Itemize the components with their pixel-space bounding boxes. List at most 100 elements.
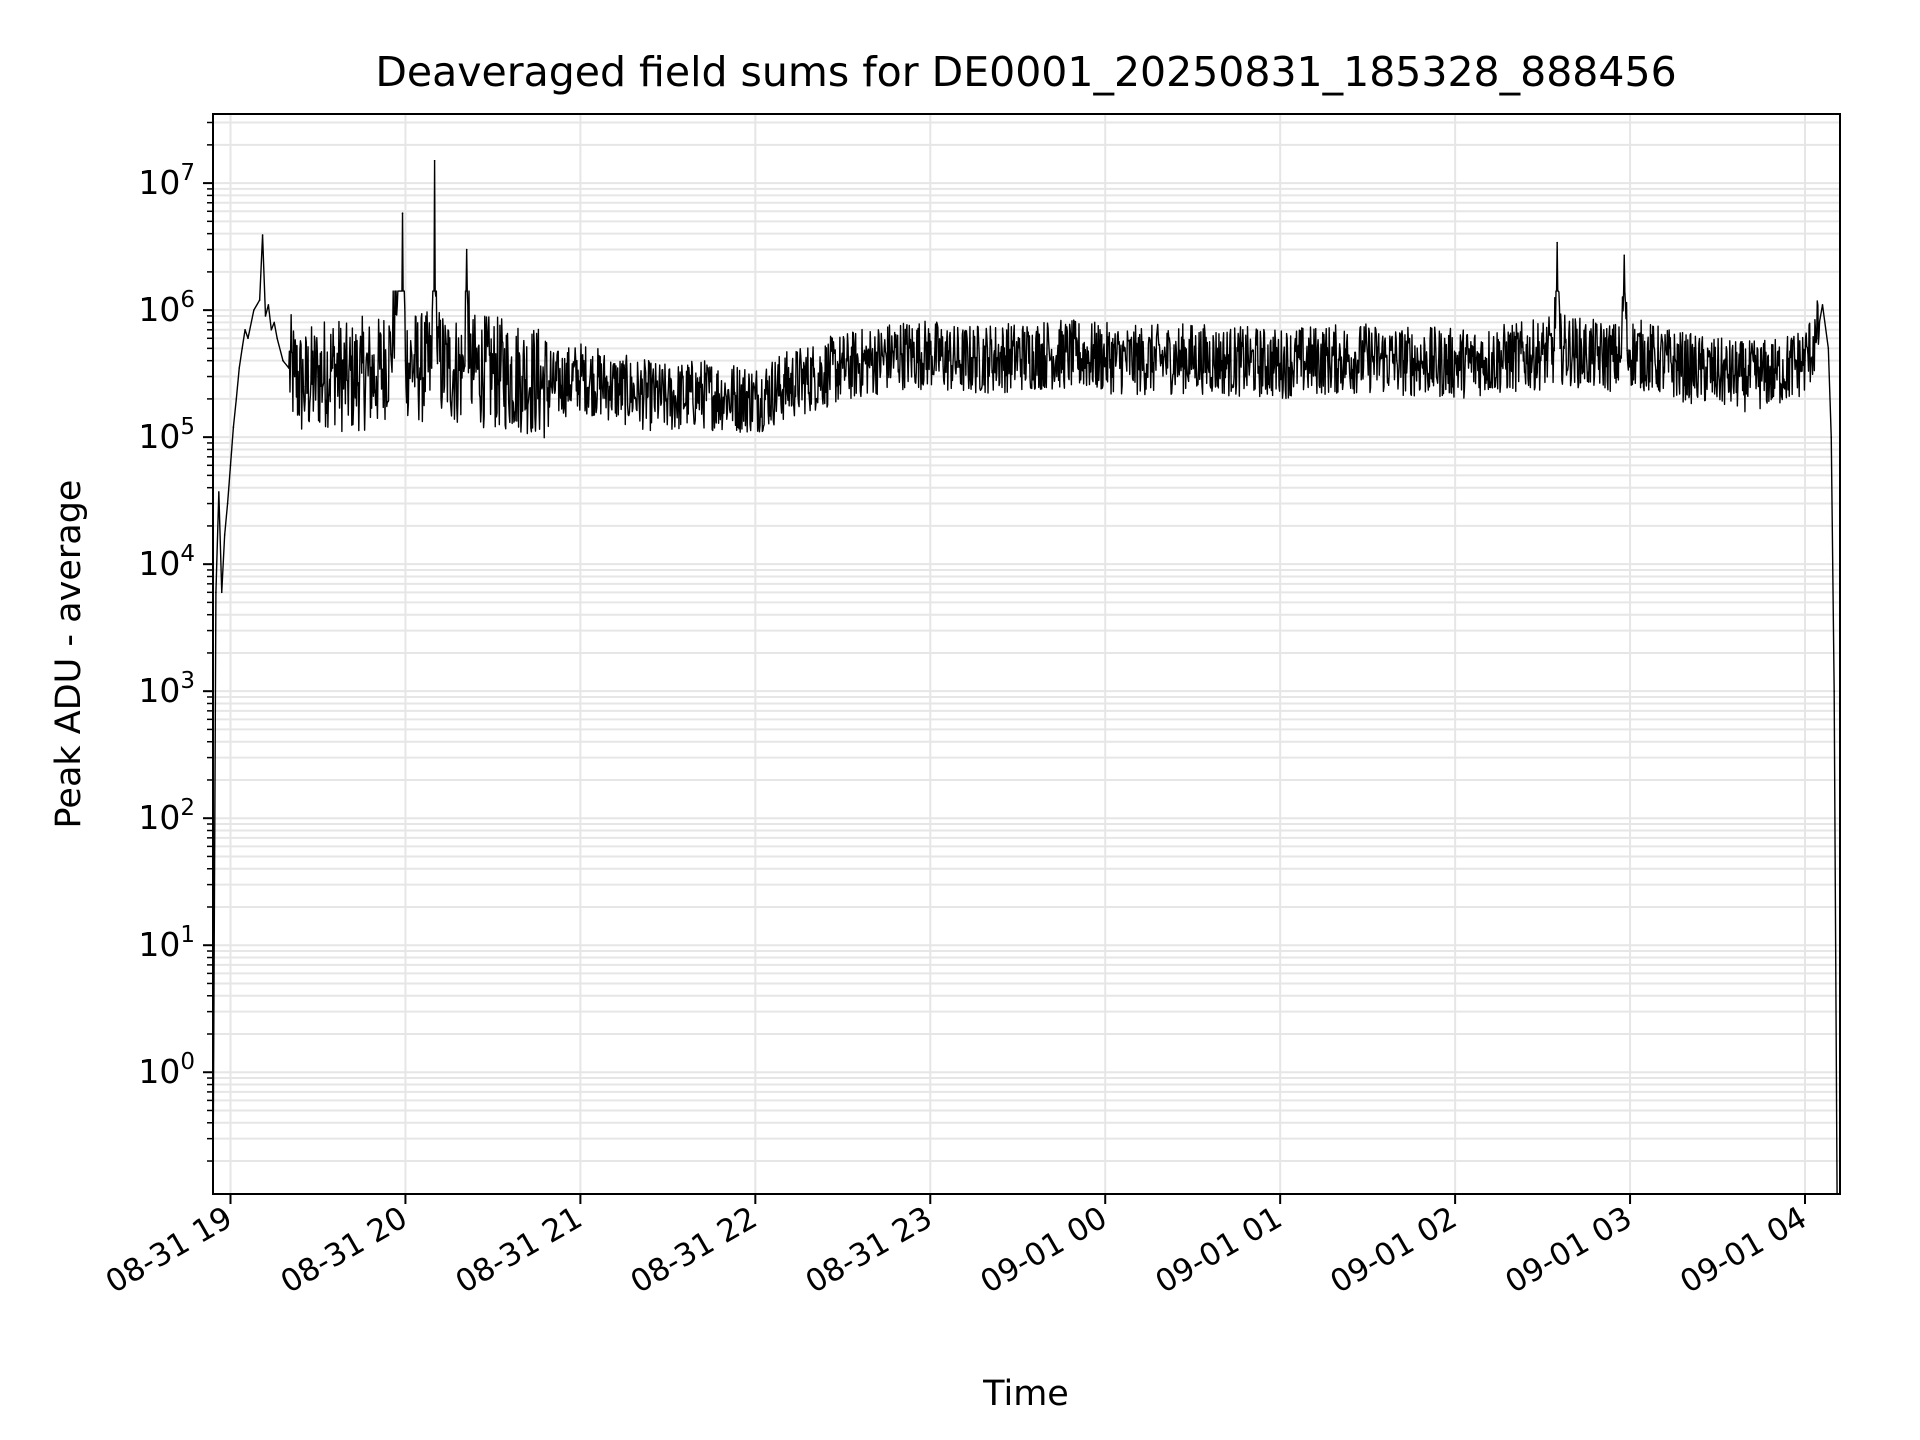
data-point [360, 372, 363, 374]
data-point [1396, 359, 1398, 362]
series-layer [212, 159, 1838, 1195]
data-point [1279, 362, 1281, 365]
data-point [282, 359, 284, 362]
data-point [331, 367, 334, 369]
data-point [1585, 353, 1588, 355]
data-point [492, 372, 494, 374]
data-point [276, 337, 278, 340]
data-point [812, 375, 815, 378]
data-point [754, 398, 757, 400]
data-point [900, 353, 902, 355]
plot-frame [212, 113, 1841, 1195]
y-tick-exponent: 1 [180, 922, 195, 948]
data-point [270, 329, 273, 331]
x-tick-label: 08-31 20 [275, 1200, 414, 1301]
data-point [261, 234, 264, 236]
y-tick-base: 10 [138, 544, 180, 583]
y-tick-label: 100 [138, 1049, 195, 1091]
x-tick-label: 09-01 03 [1499, 1200, 1638, 1301]
data-point [1046, 353, 1048, 355]
x-tick-label: 09-01 01 [1149, 1200, 1288, 1301]
data-point [1250, 361, 1252, 363]
y-tick-exponent: 5 [180, 414, 195, 440]
data-point [1745, 375, 1748, 378]
data-point [390, 353, 392, 355]
data-point [579, 375, 582, 378]
data-point [1815, 337, 1818, 340]
data-point [1541, 353, 1544, 355]
x-tick-label: 08-31 19 [100, 1200, 239, 1301]
y-tick-base: 10 [138, 1052, 180, 1091]
data-point [253, 309, 255, 311]
data-point [1133, 359, 1136, 362]
data-point [238, 367, 241, 369]
data-point [1804, 359, 1806, 362]
data-point [404, 359, 407, 362]
data-point [842, 367, 844, 369]
data-point [1483, 359, 1486, 362]
data-point [346, 379, 348, 382]
chart-title: Deaveraged field sums for DE0001_2025083… [375, 48, 1676, 96]
x-tick-label: 08-31 21 [450, 1200, 589, 1301]
y-tick-label: 103 [138, 668, 195, 710]
data-point [226, 502, 229, 505]
data-point [235, 398, 238, 400]
data-point [229, 464, 232, 467]
data-point [1623, 254, 1626, 257]
data-point [241, 347, 243, 350]
data-point [1553, 349, 1556, 352]
data-point [232, 426, 235, 428]
y-tick-exponent: 7 [180, 160, 195, 186]
y-tick-exponent: 0 [180, 1049, 195, 1075]
data-point [288, 367, 290, 369]
data-point [637, 392, 640, 395]
data-point [1833, 690, 1835, 692]
data-point [1454, 362, 1456, 365]
data-point [550, 385, 553, 388]
series-line [212, 160, 1838, 1195]
data-point [273, 321, 276, 324]
y-tick-label: 106 [138, 287, 195, 329]
data-point [401, 212, 404, 214]
data-point [1821, 304, 1824, 306]
data-point [1620, 357, 1623, 359]
data-point [1366, 357, 1369, 359]
y-tick-exponent: 2 [180, 795, 195, 821]
y-tick-label: 102 [138, 795, 195, 837]
y-tick-label: 104 [138, 541, 195, 583]
data-point [223, 534, 226, 536]
y-tick-exponent: 3 [180, 668, 195, 694]
y-tick-base: 10 [138, 417, 180, 456]
data-point [302, 385, 305, 388]
y-tick-base: 10 [138, 163, 180, 202]
data-point [433, 159, 436, 162]
data-point [929, 353, 932, 355]
data-point [521, 375, 523, 378]
data-point [1308, 359, 1311, 362]
x-tick-label: 08-31 22 [625, 1200, 764, 1301]
y-tick-label: 101 [138, 922, 195, 964]
data-point [419, 367, 421, 369]
data-point [267, 304, 270, 306]
y-tick-label: 107 [138, 160, 195, 202]
x-tick-label: 09-01 02 [1324, 1200, 1463, 1301]
data-point [317, 375, 319, 378]
y-tick-label: 105 [138, 414, 195, 456]
data-point [1830, 436, 1833, 438]
y-tick-base: 10 [138, 290, 180, 329]
data-point [958, 359, 961, 362]
data-point [1556, 241, 1558, 244]
y-axis-label: Peak ADU - average [49, 480, 89, 829]
data-point [783, 385, 786, 388]
data-point [1775, 372, 1777, 374]
x-axis-label: Time [982, 1374, 1069, 1414]
data-point [462, 370, 465, 373]
x-ticks: 08-31 19 08-31 20 08-31 21 08-31 22 08-31 23… [100, 1194, 1813, 1301]
x-tick-label: 08-31 23 [800, 1200, 939, 1301]
data-point [871, 359, 873, 362]
data-point [1221, 359, 1223, 362]
data-point [1827, 347, 1830, 350]
data-point [1512, 357, 1515, 359]
data-point [696, 392, 698, 395]
